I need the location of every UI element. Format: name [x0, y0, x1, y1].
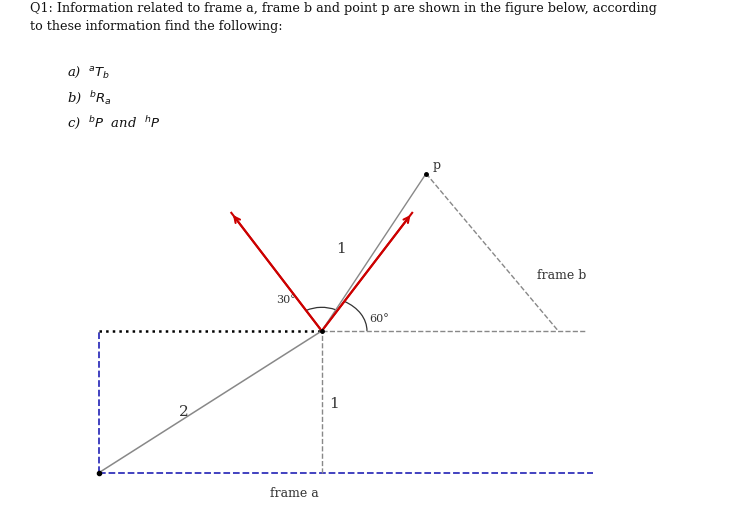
Text: 60°: 60° — [369, 314, 388, 324]
Text: 2: 2 — [179, 404, 189, 418]
Text: frame b: frame b — [537, 269, 587, 282]
Text: 30°: 30° — [277, 295, 296, 304]
Text: a)  $^aT_b$: a) $^aT_b$ — [67, 65, 110, 80]
Text: frame a: frame a — [269, 486, 318, 499]
Text: p: p — [433, 159, 441, 172]
Text: 1: 1 — [336, 242, 346, 256]
Text: c)  $^bP$  and  $^hP$: c) $^bP$ and $^hP$ — [67, 114, 160, 131]
Text: Q1: Information related to frame a, frame b and point p are shown in the figure : Q1: Information related to frame a, fram… — [30, 2, 656, 33]
Text: b)  $^bR_a$: b) $^bR_a$ — [67, 90, 111, 107]
Text: 1: 1 — [329, 396, 338, 410]
